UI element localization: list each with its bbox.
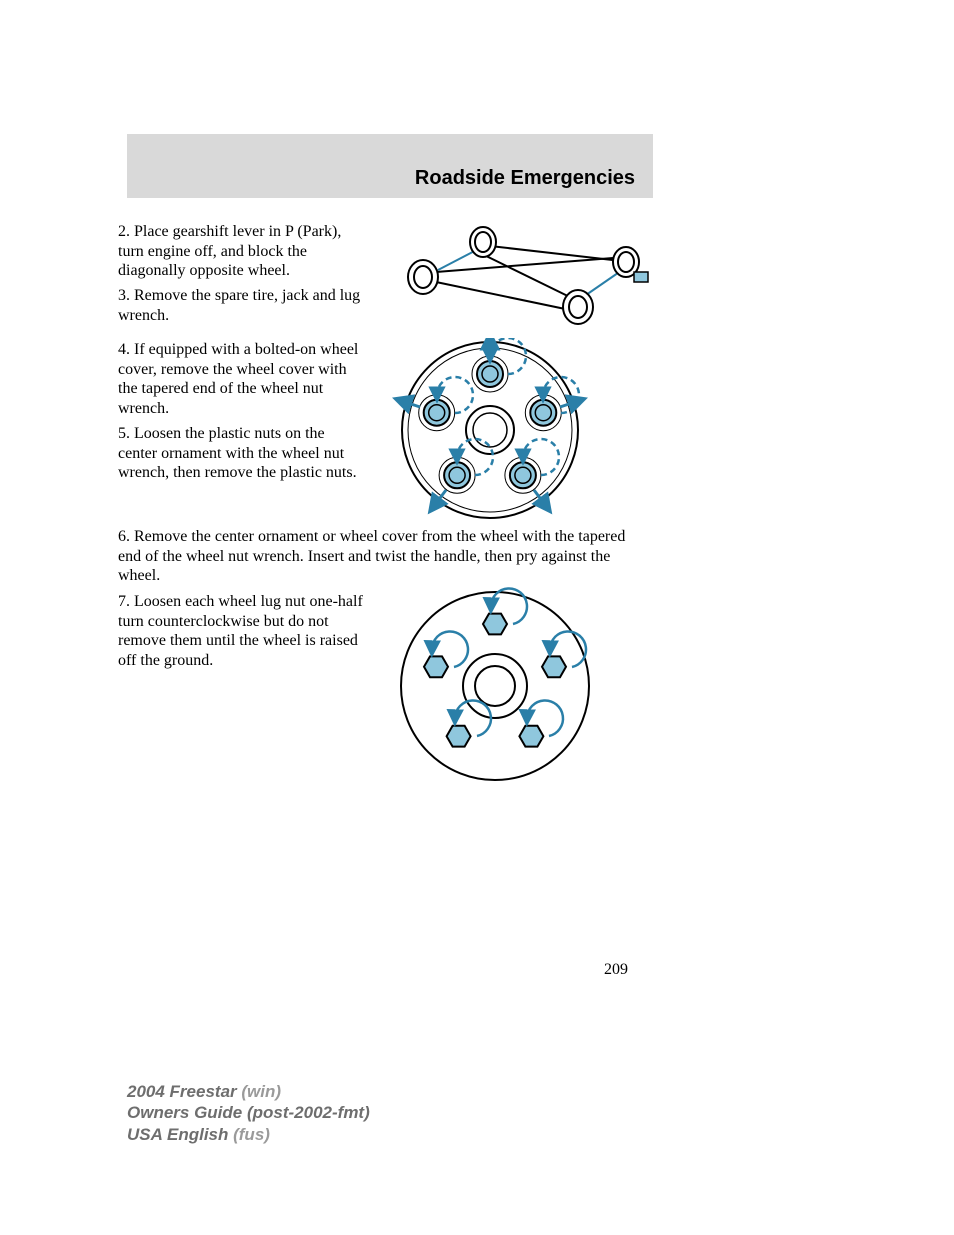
- footer-line-2: Owners Guide (post-2002-fmt): [127, 1102, 370, 1123]
- document-footer: 2004 Freestar (win) Owners Guide (post-2…: [127, 1081, 370, 1145]
- step-4: 4. If equipped with a bolted-on wheel co…: [118, 340, 364, 418]
- wheel-block-icon: [634, 272, 648, 282]
- footer-line-3: USA English (fus): [127, 1124, 370, 1145]
- step-3: 3. Remove the spare tire, jack and lug w…: [118, 286, 364, 325]
- footer-line-1: 2004 Freestar (win): [127, 1081, 370, 1102]
- footer-model-suffix: (win): [237, 1082, 281, 1101]
- figure-wheel-cover: [390, 338, 590, 522]
- page-number: 209: [604, 961, 628, 979]
- footer-model: 2004 Freestar: [127, 1082, 237, 1101]
- step-2: 2. Place gearshift lever in P (Park), tu…: [118, 222, 364, 281]
- figure-lug-nuts: [390, 586, 600, 786]
- section-header: Roadside Emergencies: [127, 134, 653, 198]
- step-5: 5. Loosen the plastic nuts on the center…: [118, 424, 364, 483]
- footer-lang: USA English: [127, 1125, 228, 1144]
- figure-chassis: [378, 222, 658, 332]
- step-7: 7. Loosen each wheel lug nut one-half tu…: [118, 592, 364, 670]
- step-6: 6. Remove the center ornament or wheel c…: [118, 527, 652, 586]
- section-title: Roadside Emergencies: [415, 167, 635, 190]
- footer-lang-suffix: (fus): [228, 1125, 270, 1144]
